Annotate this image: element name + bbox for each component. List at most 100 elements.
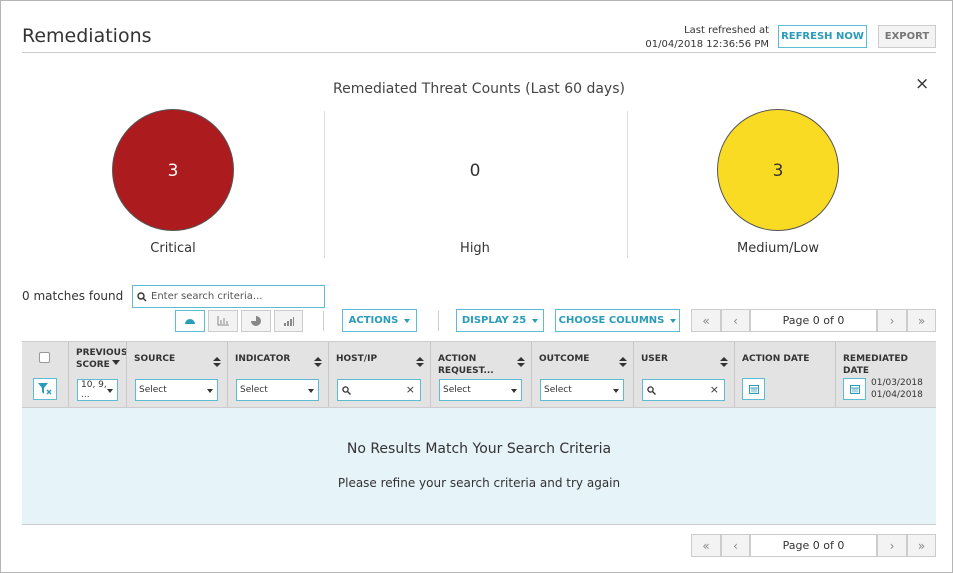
pager-next[interactable]: ›: [877, 534, 907, 557]
pager-last[interactable]: »: [907, 534, 936, 557]
filter-select[interactable]: 10, 9, ...: [77, 379, 118, 401]
sort-icon[interactable]: [213, 353, 221, 367]
count-value: 3: [167, 161, 179, 181]
pager-first[interactable]: «: [691, 309, 721, 332]
refresh-button[interactable]: REFRESH NOW: [778, 25, 867, 48]
date-button[interactable]: [742, 378, 765, 400]
actions-button[interactable]: ACTIONS: [342, 309, 417, 332]
count-value: 3: [772, 161, 784, 181]
pager-last[interactable]: »: [907, 309, 936, 332]
summary-title: Remediated Threat Counts (Last 60 days): [333, 81, 625, 97]
column-label[interactable]: USER: [641, 354, 668, 364]
date-from: 01/03/2018: [871, 378, 923, 388]
search-box[interactable]: Enter search criteria...: [132, 285, 325, 308]
sort-both: [314, 357, 322, 367]
caret: [532, 318, 539, 323]
sort-both: [720, 357, 728, 367]
column-label[interactable]: ACTION REQUEST...: [438, 354, 494, 376]
select-all-checkbox[interactable]: [39, 352, 50, 363]
column-divider: [227, 342, 228, 407]
caret: [511, 389, 517, 393]
sort-icon[interactable]: [112, 353, 120, 365]
filter-select[interactable]: Select: [236, 379, 319, 401]
count-circle: [717, 109, 839, 231]
refreshed-label: Last refreshed at: [684, 25, 769, 36]
column-divider: [328, 342, 329, 407]
column-label[interactable]: ACTION DATE: [742, 354, 810, 364]
filter-search[interactable]: ×: [642, 379, 725, 401]
count-circle: [112, 109, 234, 231]
page-title: Remediations: [22, 25, 152, 47]
caret: [670, 318, 677, 323]
filter-search[interactable]: ×: [337, 379, 421, 401]
date-to: 01/04/2018: [871, 390, 923, 400]
date-button[interactable]: [843, 378, 866, 400]
display-label: DISPLAY 25: [461, 315, 527, 326]
pie-view[interactable]: [241, 310, 271, 332]
caret: [613, 389, 619, 393]
pager-prev[interactable]: ‹: [721, 309, 750, 332]
divider: [627, 111, 628, 258]
filter-text: Select: [443, 385, 471, 395]
pager-page[interactable]: Page 0 of 0: [750, 309, 877, 332]
column-divider: [633, 342, 634, 407]
pager-first[interactable]: «: [691, 534, 721, 557]
calendar-icon: [748, 385, 759, 394]
column-label[interactable]: OUTCOME: [539, 354, 590, 364]
column-view[interactable]: [274, 310, 303, 332]
column-divider: [835, 342, 836, 407]
gauge-view[interactable]: [175, 310, 205, 332]
sort-desc: [112, 360, 120, 365]
filter-text: Select: [544, 385, 572, 395]
column-label[interactable]: REMEDIATED DATE: [843, 354, 909, 376]
column-label[interactable]: INDICATOR: [235, 354, 291, 364]
filter-icon: [38, 383, 52, 395]
sort-icon[interactable]: [619, 353, 627, 367]
count-label: Critical: [150, 241, 196, 256]
sort-both: [517, 357, 525, 367]
sort-both: [213, 357, 221, 367]
close-button[interactable]: ×: [915, 74, 930, 94]
sort-icon[interactable]: [416, 353, 424, 367]
sort-icon[interactable]: [314, 353, 322, 367]
clear-filters[interactable]: [33, 378, 57, 400]
column-label[interactable]: PREVIOUS SCORE: [76, 348, 128, 370]
count-label: Medium/Low: [737, 241, 819, 256]
count-label: High: [460, 241, 490, 256]
filter-select[interactable]: Select: [540, 379, 624, 401]
caret: [207, 389, 213, 393]
column-divider: [734, 342, 735, 407]
count-value: 0: [469, 161, 481, 181]
filter-text: Select: [139, 385, 167, 395]
display-button[interactable]: DISPLAY 25: [456, 309, 544, 332]
column-label[interactable]: SOURCE: [134, 354, 176, 364]
pager-page[interactable]: Page 0 of 0: [750, 534, 877, 557]
sort-icon[interactable]: [517, 353, 525, 367]
separator: [323, 311, 324, 331]
caret: [308, 389, 314, 393]
column-divider: [430, 342, 431, 407]
pager-next[interactable]: ›: [877, 309, 907, 332]
caret: [404, 318, 411, 323]
search-icon: [342, 385, 351, 395]
caret: [107, 389, 113, 393]
columns-button[interactable]: CHOOSE COLUMNS: [555, 309, 680, 332]
column-label[interactable]: HOST/IP: [336, 354, 378, 364]
filter-clear[interactable]: ×: [709, 383, 719, 396]
actions-label: ACTIONS: [348, 315, 399, 326]
filter-clear[interactable]: ×: [405, 383, 415, 396]
bar-view[interactable]: [208, 310, 238, 332]
filter-select[interactable]: Select: [439, 379, 522, 401]
export-button[interactable]: EXPORT: [878, 25, 936, 48]
columns-label: CHOOSE COLUMNS: [558, 315, 665, 326]
column-divider: [126, 342, 127, 407]
search-placeholder: Enter search criteria...: [151, 291, 263, 302]
sort-icon[interactable]: [720, 353, 728, 367]
column-divider: [531, 342, 532, 407]
calendar-icon: [849, 385, 860, 394]
pager-prev[interactable]: ‹: [721, 534, 750, 557]
filter-select[interactable]: Select: [135, 379, 218, 401]
separator: [438, 311, 439, 331]
